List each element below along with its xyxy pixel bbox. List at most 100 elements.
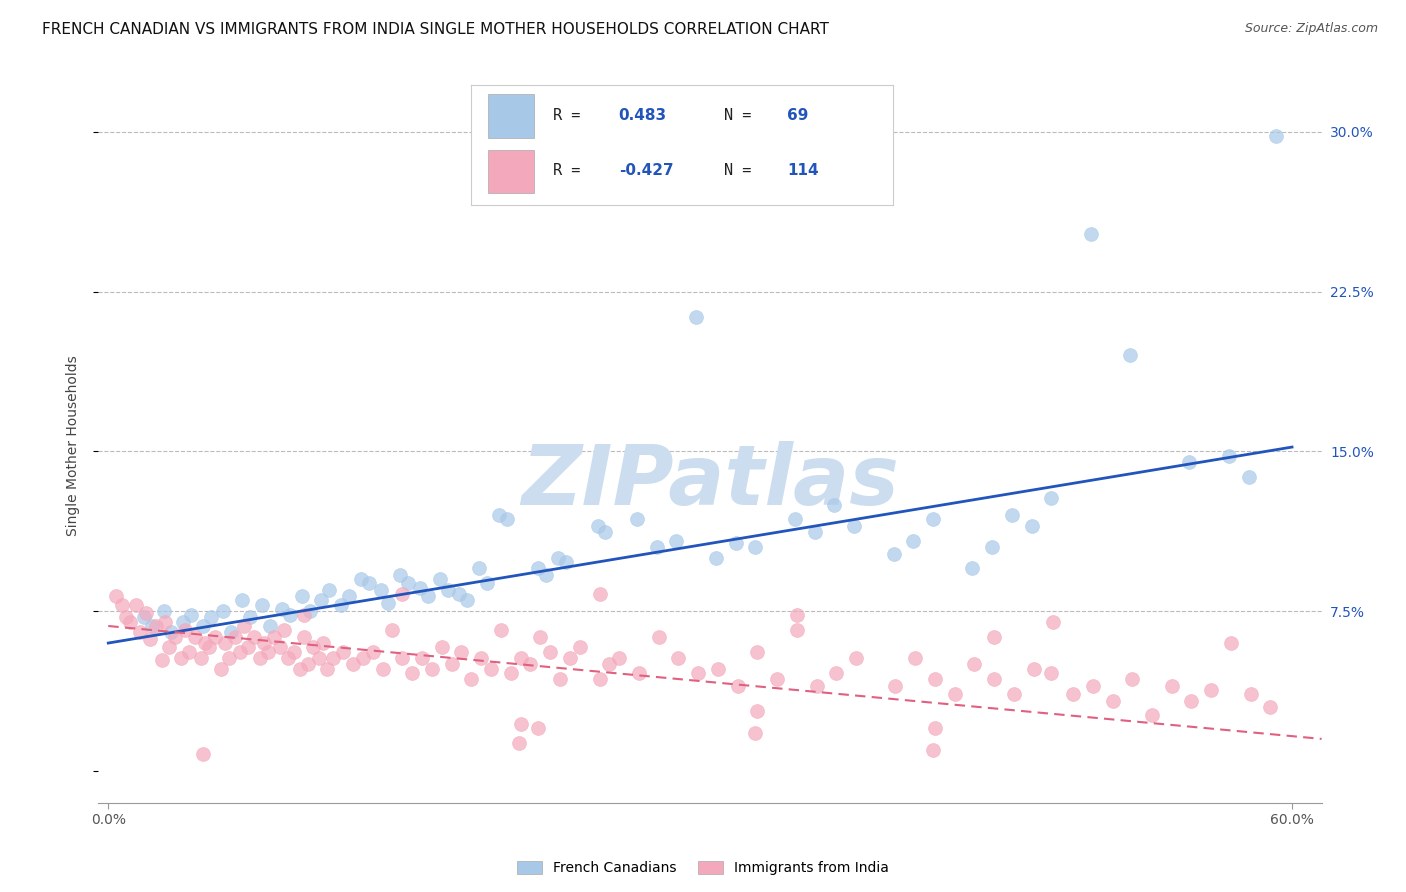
Point — [904, 651, 927, 665]
Point — [527, 721, 550, 735]
Point — [259, 619, 281, 633]
Point — [429, 572, 451, 586]
Point — [527, 561, 550, 575]
Point — [194, 636, 217, 650]
Point — [786, 608, 808, 623]
Point — [803, 525, 825, 540]
Point — [724, 536, 747, 550]
Point — [283, 644, 305, 658]
Point — [1002, 687, 1025, 701]
Legend: French Canadians, Immigrants from India: French Canadians, Immigrants from India — [512, 855, 894, 880]
Point — [436, 582, 458, 597]
Point — [209, 662, 232, 676]
Point — [381, 624, 404, 638]
Point — [174, 624, 197, 638]
Point — [884, 679, 907, 693]
Point — [588, 587, 610, 601]
Point — [263, 630, 285, 644]
Bar — [488, 95, 534, 137]
Point — [311, 593, 333, 607]
Point — [125, 598, 148, 612]
Point — [665, 533, 688, 548]
Point — [1260, 700, 1282, 714]
Point — [1040, 665, 1063, 680]
Point — [595, 525, 617, 540]
Point — [361, 644, 384, 658]
Point — [330, 598, 353, 612]
Point — [489, 624, 512, 638]
Point — [159, 640, 181, 655]
Point — [115, 610, 138, 624]
Point — [499, 665, 522, 680]
Point — [180, 608, 202, 623]
Point — [411, 651, 433, 665]
Point — [519, 657, 541, 672]
Point — [288, 662, 311, 676]
Bar — [488, 150, 534, 193]
Point — [547, 550, 569, 565]
Point — [470, 651, 492, 665]
Point — [963, 657, 986, 672]
Point — [430, 640, 453, 655]
Point — [747, 704, 769, 718]
Point — [626, 512, 648, 526]
Point — [586, 519, 609, 533]
Point — [922, 512, 945, 526]
Point — [727, 679, 749, 693]
Point — [308, 651, 330, 665]
Point — [1160, 679, 1182, 693]
Text: ZIPatlas: ZIPatlas — [522, 442, 898, 522]
Point — [645, 540, 668, 554]
Point — [170, 651, 193, 665]
Point — [1119, 349, 1142, 363]
Point — [806, 679, 828, 693]
Point — [598, 657, 620, 672]
Point — [160, 625, 183, 640]
Point — [555, 555, 578, 569]
Point — [401, 665, 423, 680]
Point — [924, 672, 946, 686]
Point — [1265, 129, 1288, 144]
Point — [204, 630, 226, 644]
Point — [903, 533, 925, 548]
Point — [1001, 508, 1024, 523]
Point — [488, 508, 510, 523]
Point — [668, 651, 690, 665]
Point — [332, 644, 354, 658]
Point — [270, 602, 294, 616]
Point — [229, 644, 252, 658]
Point — [1178, 455, 1201, 469]
Point — [118, 615, 141, 629]
Point — [231, 593, 253, 607]
Point — [191, 619, 214, 633]
Point — [1081, 679, 1104, 693]
Point — [1180, 693, 1202, 707]
Point — [273, 624, 295, 638]
Point — [962, 561, 984, 575]
Point — [337, 589, 360, 603]
Point — [475, 576, 498, 591]
Point — [704, 550, 727, 565]
Point — [138, 632, 160, 646]
Point — [391, 651, 413, 665]
Point — [370, 582, 392, 597]
Point — [291, 589, 314, 603]
Point — [141, 619, 163, 633]
Point — [277, 651, 299, 665]
Point — [190, 651, 212, 665]
Point — [198, 640, 221, 655]
Point — [508, 736, 530, 750]
Point — [983, 672, 1005, 686]
Point — [191, 747, 214, 761]
Point — [219, 625, 242, 640]
Point — [179, 644, 201, 658]
Point — [883, 547, 905, 561]
Point — [1021, 519, 1043, 533]
Text: FRENCH CANADIAN VS IMMIGRANTS FROM INDIA SINGLE MOTHER HOUSEHOLDS CORRELATION CH: FRENCH CANADIAN VS IMMIGRANTS FROM INDIA… — [42, 22, 830, 37]
Point — [688, 665, 710, 680]
Point — [238, 640, 260, 655]
Point — [239, 610, 262, 624]
Point — [529, 630, 551, 644]
Point — [845, 651, 868, 665]
Point — [1239, 687, 1261, 701]
